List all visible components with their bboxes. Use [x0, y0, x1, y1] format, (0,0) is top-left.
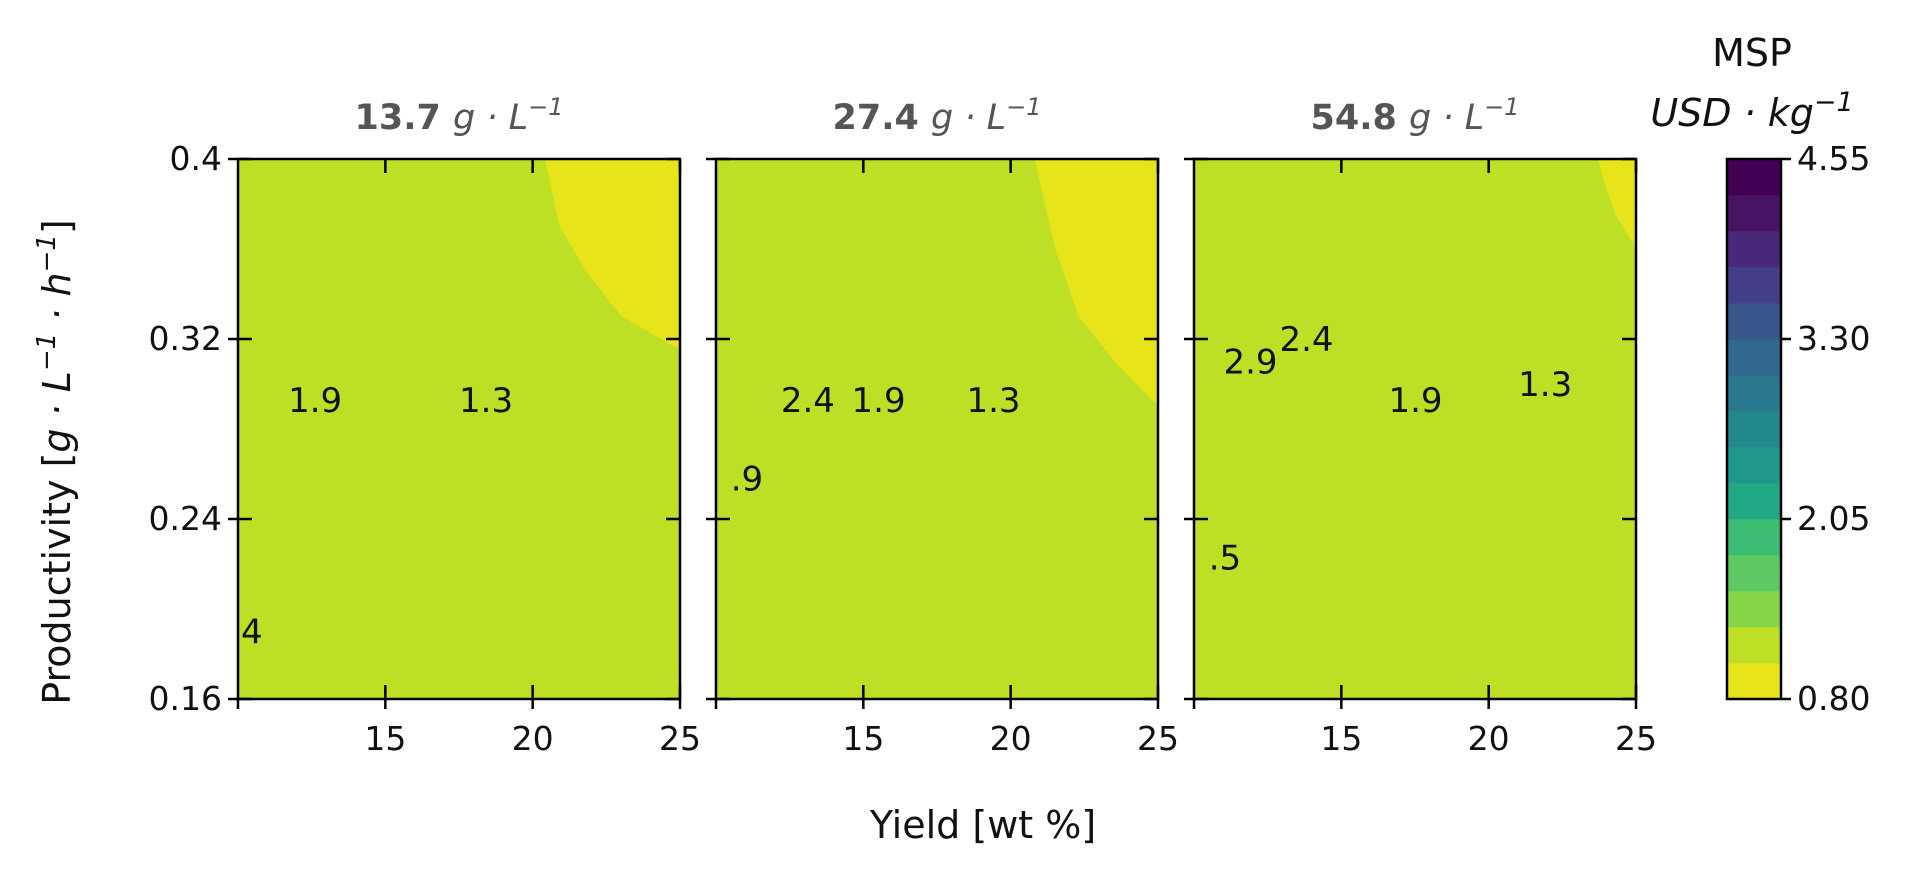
colorbar-unit: USD · kg−1: [1650, 87, 1853, 136]
contour-label: 1.9: [288, 381, 342, 421]
x-tick-label: 20: [990, 719, 1032, 758]
colorbar-segment: [1727, 590, 1781, 628]
x-tick-label: 25: [1615, 719, 1657, 758]
colorbar-segment: [1727, 158, 1781, 196]
colorbar-tick-label: 3.30: [1797, 319, 1870, 358]
colorbar-segment: [1727, 482, 1781, 520]
axes-frame: [1192, 157, 1638, 701]
colorbar-segment: [1727, 194, 1781, 232]
colorbar-segment: [1727, 554, 1781, 592]
colorbar-segment: [1727, 374, 1781, 412]
contour-label: .9: [731, 460, 763, 500]
axes-frame: [236, 157, 682, 701]
x-tick-label: 15: [842, 719, 884, 758]
y-axis-label: Productivity [g · L−1 · h−1]: [32, 219, 79, 705]
contour-label: 1.3: [459, 381, 513, 421]
contour-band: [716, 159, 1158, 699]
colorbar-segment: [1727, 338, 1781, 376]
contour-label: 4: [241, 613, 263, 653]
colorbar-segment: [1727, 662, 1781, 700]
contour-label: 2.4: [781, 381, 835, 421]
colorbar-segment: [1727, 266, 1781, 304]
contour-label: 1.9: [852, 381, 906, 421]
x-tick-label: 15: [364, 719, 406, 758]
y-tick-label: 0.32: [149, 319, 222, 358]
colorbar-frame: [1725, 157, 1783, 701]
colorbar-segment: [1727, 230, 1781, 268]
contour-label: .5: [1209, 538, 1241, 578]
colorbar-segment: [1727, 518, 1781, 556]
x-tick-label: 20: [1468, 719, 1510, 758]
y-tick-label: 0.24: [149, 499, 222, 538]
panel-1: 0.16 0.24 0.32 0.4 15 20 25 1.9 1.3 4 13.7 g · L−1: [149, 93, 701, 758]
contour-label: 2.9: [1223, 343, 1277, 383]
contour-bands: [238, 159, 680, 699]
contour-bands: [1194, 159, 1636, 699]
x-tick-label: 15: [1320, 719, 1362, 758]
contour-label: 1.3: [966, 381, 1020, 421]
contour-band: [1194, 159, 1636, 699]
colorbar-segment: [1727, 446, 1781, 484]
colorbar-tick-label: 0.80: [1797, 679, 1870, 718]
colorbar-segment: [1727, 626, 1781, 664]
contour-bands: [716, 159, 1158, 699]
y-tick-label: 0.4: [170, 139, 222, 178]
contour-panels: 0.16 0.24 0.32 0.4 15 20 25 1.9 1.3 4 13.7 g · L−1…: [149, 93, 1657, 758]
contour-label: 1.9: [1388, 381, 1442, 421]
x-tick-label: 25: [659, 719, 701, 758]
colorbar: 0.80 2.05 3.30 4.55: [1725, 139, 1870, 718]
panel-3: 15 20 25 2.92.4 1.9 1.3 .5 54.8 g · L−1: [1184, 93, 1657, 758]
colorbar-title: MSP: [1712, 31, 1792, 75]
panel-title: 54.8 g · L−1: [1310, 93, 1519, 138]
axes-frame: [714, 157, 1160, 701]
contour-label: 1.3: [1518, 365, 1572, 405]
panel-title: 27.4 g · L−1: [832, 93, 1041, 138]
contour-label: 2.4: [1279, 320, 1333, 360]
colorbar-tick-label: 2.05: [1797, 499, 1870, 538]
x-axis-label: Yield [wt %]: [869, 803, 1096, 847]
colorbar-segment: [1727, 302, 1781, 340]
colorbar-segment: [1727, 410, 1781, 448]
y-tick-label: 0.16: [149, 679, 222, 718]
colorbar-tick-label: 4.55: [1797, 139, 1870, 178]
contour-band: [238, 159, 680, 699]
x-tick-label: 25: [1137, 719, 1179, 758]
x-tick-label: 20: [512, 719, 554, 758]
panel-2: 15 20 25 2.4 1.9 1.3 .9 27.4 g · L−1: [706, 93, 1179, 758]
panel-title: 13.7 g · L−1: [354, 93, 563, 138]
